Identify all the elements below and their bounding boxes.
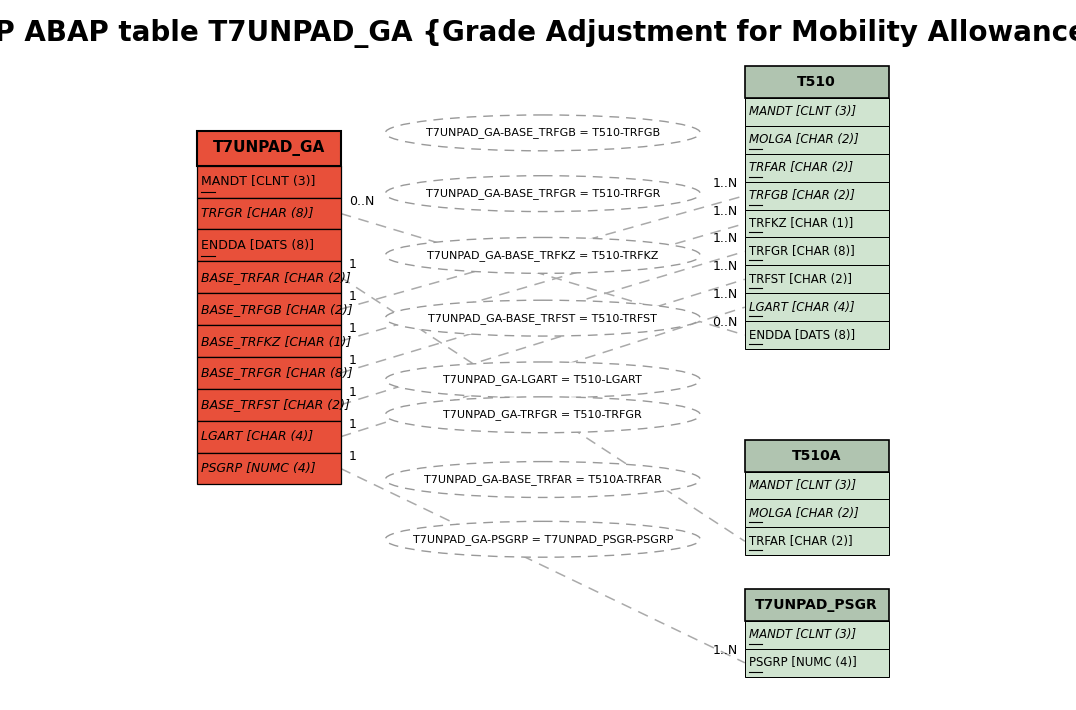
Bar (745, 237, 889, 266)
Bar (745, 209, 889, 237)
Text: T7UNPAD_GA-PSGRP = T7UNPAD_PSGR-PSGRP: T7UNPAD_GA-PSGRP = T7UNPAD_PSGR-PSGRP (412, 534, 672, 545)
Text: TRFAR [CHAR (2)]: TRFAR [CHAR (2)] (749, 535, 852, 548)
Bar (197, 293, 341, 325)
Bar (197, 197, 341, 229)
Text: BASE_TRFAR [CHAR (2)]: BASE_TRFAR [CHAR (2)] (201, 271, 351, 284)
Bar (745, 499, 889, 528)
Bar (745, 321, 889, 349)
Text: MOLGA [CHAR (2)]: MOLGA [CHAR (2)] (749, 507, 859, 520)
Bar (197, 229, 341, 261)
Bar (197, 131, 341, 165)
Bar (197, 452, 341, 484)
Bar (197, 261, 341, 293)
Text: T7UNPAD_GA-BASE_TRFAR = T510A-TRFAR: T7UNPAD_GA-BASE_TRFAR = T510A-TRFAR (424, 474, 662, 485)
Text: PSGRP [NUMC (4)]: PSGRP [NUMC (4)] (749, 656, 856, 670)
Text: PSGRP [NUMC (4)]: PSGRP [NUMC (4)] (201, 462, 315, 475)
Text: SAP ABAP table T7UNPAD_GA {Grade Adjustment for Mobility Allowances}: SAP ABAP table T7UNPAD_GA {Grade Adjustm… (0, 19, 1076, 48)
Text: TRFAR [CHAR (2)]: TRFAR [CHAR (2)] (749, 161, 853, 174)
Text: 1..N: 1..N (712, 204, 738, 217)
Bar (745, 621, 889, 649)
Bar (745, 66, 889, 98)
Text: TRFGR [CHAR (8)]: TRFGR [CHAR (8)] (201, 207, 313, 220)
Text: MANDT [CLNT (3)]: MANDT [CLNT (3)] (749, 628, 856, 641)
Text: T7UNPAD_GA-BASE_TRFGR = T510-TRFGR: T7UNPAD_GA-BASE_TRFGR = T510-TRFGR (426, 188, 660, 199)
Bar (745, 266, 889, 293)
Bar (745, 649, 889, 677)
Text: T510: T510 (797, 75, 836, 89)
Bar (197, 389, 341, 421)
Text: T7UNPAD_PSGR: T7UNPAD_PSGR (755, 598, 878, 612)
Ellipse shape (385, 300, 700, 336)
Text: 1..N: 1..N (712, 644, 738, 657)
Text: MANDT [CLNT (3)]: MANDT [CLNT (3)] (749, 479, 856, 492)
Text: BASE_TRFST [CHAR (2)]: BASE_TRFST [CHAR (2)] (201, 398, 350, 411)
Text: 1: 1 (349, 290, 357, 303)
Text: MANDT [CLNT (3)]: MANDT [CLNT (3)] (201, 175, 315, 188)
Text: 1: 1 (349, 258, 357, 271)
Text: T7UNPAD_GA-LGART = T510-LGART: T7UNPAD_GA-LGART = T510-LGART (443, 374, 642, 386)
Text: LGART [CHAR (4)]: LGART [CHAR (4)] (201, 430, 313, 443)
Text: 1: 1 (349, 449, 357, 463)
Text: T7UNPAD_GA-BASE_TRFGB = T510-TRFGB: T7UNPAD_GA-BASE_TRFGB = T510-TRFGB (426, 127, 660, 138)
Text: 1..N: 1..N (712, 288, 738, 301)
Ellipse shape (385, 237, 700, 273)
Bar (745, 293, 889, 321)
Bar (197, 165, 341, 197)
Bar (745, 182, 889, 209)
Text: 1: 1 (349, 322, 357, 335)
Text: ENDDA [DATS (8)]: ENDDA [DATS (8)] (201, 239, 314, 252)
Bar (745, 439, 889, 471)
Ellipse shape (385, 462, 700, 498)
Text: 0..N: 0..N (349, 195, 374, 207)
Bar (197, 357, 341, 389)
Bar (745, 589, 889, 621)
Bar (745, 98, 889, 126)
Bar (745, 126, 889, 154)
Bar (197, 325, 341, 357)
Text: BASE_TRFKZ [CHAR (1)]: BASE_TRFKZ [CHAR (1)] (201, 334, 352, 348)
Text: 0..N: 0..N (712, 316, 738, 329)
Ellipse shape (385, 115, 700, 151)
Text: 1: 1 (349, 386, 357, 399)
Text: T7UNPAD_GA-TRFGR = T510-TRFGR: T7UNPAD_GA-TRFGR = T510-TRFGR (443, 409, 642, 420)
Bar (745, 528, 889, 555)
Bar (745, 154, 889, 182)
Ellipse shape (385, 175, 700, 212)
Text: T7UNPAD_GA-BASE_TRFST = T510-TRFST: T7UNPAD_GA-BASE_TRFST = T510-TRFST (428, 312, 657, 324)
Bar (745, 471, 889, 499)
Text: 1..N: 1..N (712, 261, 738, 273)
Text: 1: 1 (349, 354, 357, 367)
Text: MANDT [CLNT (3)]: MANDT [CLNT (3)] (749, 106, 856, 119)
Text: T7UNPAD_GA: T7UNPAD_GA (213, 141, 325, 156)
Ellipse shape (385, 521, 700, 557)
Text: TRFST [CHAR (2)]: TRFST [CHAR (2)] (749, 273, 852, 286)
Text: TRFGR [CHAR (8)]: TRFGR [CHAR (8)] (749, 245, 854, 258)
Text: 1..N: 1..N (712, 232, 738, 246)
Bar (197, 421, 341, 452)
Text: TRFGB [CHAR (2)]: TRFGB [CHAR (2)] (749, 189, 854, 202)
Text: LGART [CHAR (4)]: LGART [CHAR (4)] (749, 301, 854, 314)
Text: 1..N: 1..N (712, 177, 738, 190)
Ellipse shape (385, 362, 700, 398)
Text: 1: 1 (349, 417, 357, 431)
Text: T510A: T510A (792, 449, 841, 463)
Text: ENDDA [DATS (8)]: ENDDA [DATS (8)] (749, 329, 855, 342)
Text: BASE_TRFGB [CHAR (2)]: BASE_TRFGB [CHAR (2)] (201, 302, 353, 316)
Text: T7UNPAD_GA-BASE_TRFKZ = T510-TRFKZ: T7UNPAD_GA-BASE_TRFKZ = T510-TRFKZ (427, 250, 659, 261)
Text: BASE_TRFGR [CHAR (8)]: BASE_TRFGR [CHAR (8)] (201, 366, 353, 379)
Text: TRFKZ [CHAR (1)]: TRFKZ [CHAR (1)] (749, 217, 853, 230)
Text: MOLGA [CHAR (2)]: MOLGA [CHAR (2)] (749, 133, 859, 146)
Ellipse shape (385, 397, 700, 432)
